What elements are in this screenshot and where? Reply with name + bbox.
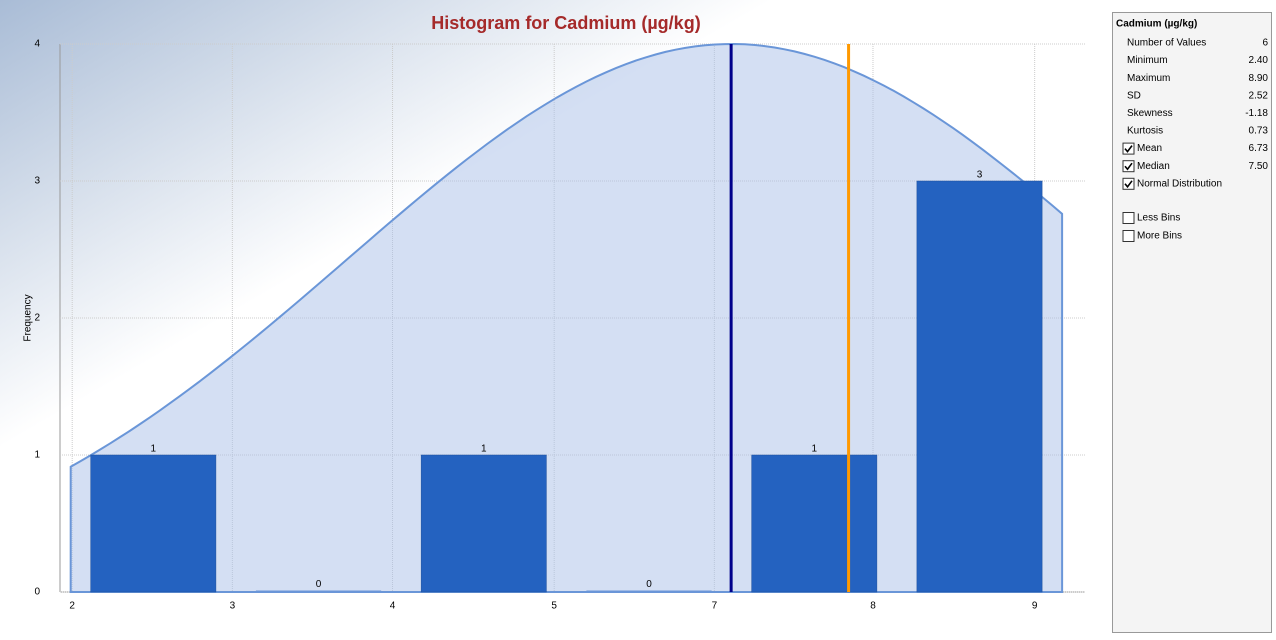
x-tick-label: 2 — [69, 601, 75, 612]
checkbox-check — [1124, 162, 1133, 171]
x-tick-label: 9 — [1032, 601, 1038, 612]
panel-title: Cadmium (µg/kg) — [1116, 19, 1197, 30]
stat-value: 7.50 — [1249, 161, 1269, 172]
stat-label: Number of Values — [1127, 38, 1206, 49]
x-tick-label: 4 — [390, 601, 396, 612]
x-tick-label: 3 — [230, 601, 236, 612]
bar — [420, 454, 547, 593]
bar-value-label: 0 — [646, 579, 652, 590]
stat-value: 2.40 — [1249, 55, 1269, 66]
x-tick-label: 8 — [870, 601, 876, 612]
stat-label: Normal Distribution — [1137, 178, 1222, 189]
bar — [751, 454, 878, 593]
stat-value: 6 — [1262, 38, 1268, 49]
y-tick-label: 1 — [34, 450, 40, 461]
checkbox — [1122, 212, 1135, 224]
checkbox — [1122, 160, 1135, 173]
chart-title: Histogram for Cadmium (µg/kg) — [431, 13, 700, 33]
y-tick-label: 4 — [34, 39, 40, 50]
y-tick-label: 3 — [34, 176, 40, 187]
stat-label: SD — [1127, 90, 1141, 101]
stat-value: 8.90 — [1249, 73, 1269, 84]
bar — [586, 590, 712, 592]
x-tick-label: 7 — [712, 601, 718, 612]
stat-label: Kurtosis — [1127, 126, 1163, 137]
stat-value: -1.18 — [1245, 108, 1268, 119]
x-tick-label: 5 — [551, 601, 557, 612]
stat-label: Median — [1137, 161, 1170, 172]
checkbox — [1122, 230, 1135, 242]
bar-value-label: 1 — [481, 444, 487, 455]
stat-label: Minimum — [1127, 55, 1168, 66]
stat-label: Maximum — [1127, 73, 1170, 84]
bar-value-label: 0 — [316, 579, 322, 590]
bar-value-label: 3 — [977, 170, 983, 181]
bar — [90, 454, 217, 593]
y-tick-label: 2 — [34, 313, 40, 324]
y-axis-label: Frequency — [23, 294, 34, 341]
bar-value-label: 1 — [151, 444, 157, 455]
bar — [916, 180, 1043, 593]
checkbox — [1122, 142, 1135, 155]
bar — [255, 590, 382, 592]
bar-value-label: 1 — [811, 444, 817, 455]
stat-label: Mean — [1137, 143, 1162, 154]
stats-panel — [1112, 12, 1272, 633]
stat-value: 2.52 — [1249, 90, 1269, 101]
stat-label: Skewness — [1127, 108, 1173, 119]
stat-value: 6.73 — [1249, 143, 1269, 154]
option-label: More Bins — [1137, 231, 1182, 242]
option-label: Less Bins — [1137, 213, 1180, 224]
checkbox-check — [1124, 145, 1133, 153]
checkbox — [1122, 177, 1135, 190]
stat-value: 0.73 — [1249, 126, 1269, 137]
y-tick-label: 0 — [34, 587, 40, 598]
checkbox-check — [1124, 180, 1133, 189]
